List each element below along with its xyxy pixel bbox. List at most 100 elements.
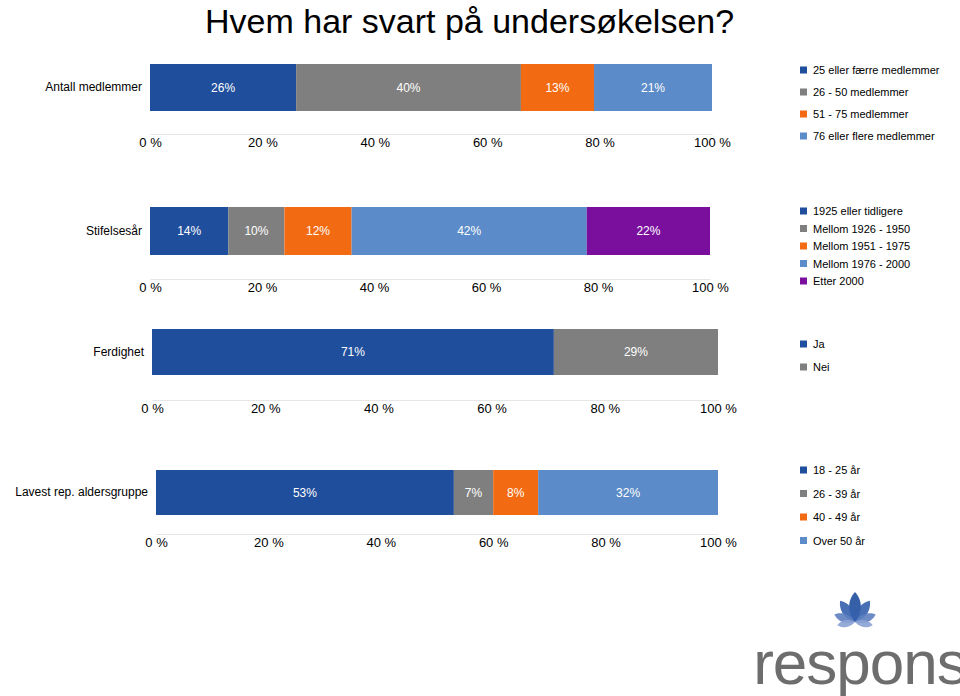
data-label: 21% — [641, 81, 665, 95]
legend-swatch — [800, 111, 807, 118]
x-axis: 0 %20 %40 %60 %80 %100 % — [145, 534, 737, 550]
tick: 100 % — [692, 279, 729, 295]
tick: 20 % — [248, 134, 278, 150]
tick: 0 % — [139, 279, 162, 295]
tick: Antall medlemmer — [45, 80, 144, 94]
tick: Stifelsesår — [86, 224, 144, 238]
tick: 80 % — [591, 534, 621, 550]
x-axis: 0 %20 %40 %60 %80 %100 % — [141, 400, 737, 416]
legend-label: 40 - 49 år — [813, 511, 860, 523]
legend-swatch — [800, 341, 807, 348]
tick: 20 % — [248, 279, 278, 295]
x-axis: 0 % 20 % 40 % 60 % 80 % 100 % — [139, 134, 731, 150]
tick-label: 100 % — [692, 280, 729, 295]
legend-swatch — [800, 467, 807, 474]
x-axis: 0 % 20 % 40 % 60 % 80 % 100 % — [139, 279, 729, 295]
category-label: Antall medlemmer — [45, 80, 142, 94]
category-label: Ferdighet — [93, 345, 144, 359]
data-label: 10% — [244, 224, 268, 238]
legend-swatch — [800, 133, 807, 140]
tick-label: 40 % — [360, 135, 390, 150]
chart-root: Hvem har svart på undersøkelsen?0 %20 %4… — [0, 0, 960, 696]
data-label: 12% — [306, 224, 330, 238]
data-label: 14% — [177, 224, 201, 238]
chart: 0 %20 %40 %60 %80 %100 %Lavest rep. alde… — [15, 464, 865, 550]
axis-line — [157, 534, 719, 535]
legend: JaNei — [800, 338, 830, 373]
tick: 100 % — [694, 134, 731, 150]
tick-label: 20 % — [251, 401, 281, 416]
data-label: 42% — [457, 224, 481, 238]
chart: 0 %20 %40 %60 %80 %100 %Ferdighet71%29%J… — [93, 329, 829, 416]
logo: respons — [753, 592, 960, 696]
tick: 0 % — [145, 534, 168, 550]
tick: 80 % — [590, 400, 620, 416]
tick: 20 % — [254, 534, 284, 550]
legend-swatch — [800, 490, 807, 497]
legend: 1925 eller tidligere Mellom 1926 - 1950 Me… — [800, 205, 910, 287]
y-axis: Lavest rep. aldersgruppe — [15, 471, 150, 516]
tick-label: 60 % — [473, 135, 503, 150]
tick-label: 80 % — [585, 135, 615, 150]
data-label: 13% — [545, 81, 569, 95]
legend-label: Etter 2000 — [813, 275, 864, 287]
legend-label: Over 50 år — [813, 535, 865, 547]
data-label: 26% — [211, 81, 235, 95]
axis-line — [144, 208, 145, 256]
data-labels: 14%10%12%42%22% — [177, 224, 661, 238]
legend: 25 eller færre medlemmer26 - 50 medlemme… — [800, 64, 940, 142]
axis-line — [150, 471, 151, 516]
bar-segment — [150, 64, 296, 111]
tick-label: 0 % — [139, 280, 162, 295]
legend-swatch — [800, 260, 807, 267]
tick-label: 0 % — [145, 535, 168, 550]
legend-label: 1925 eller tidligere — [813, 205, 903, 217]
tick-label: 20 % — [248, 135, 278, 150]
tick-label: 100 % — [700, 401, 737, 416]
category-label: Lavest rep. aldersgruppe — [15, 485, 148, 499]
y-axis: Antall medlemmer — [45, 65, 144, 112]
tick: 60 % — [472, 279, 502, 295]
bar-segment — [521, 64, 594, 111]
bars — [150, 207, 710, 255]
legend-label: 18 - 25 år — [813, 464, 860, 476]
tick-label: 80 % — [591, 535, 621, 550]
legend-label: 26 - 39 år — [813, 488, 860, 500]
bar-segment — [228, 207, 284, 255]
data-label: 29% — [624, 345, 648, 359]
tick-label: 20 % — [254, 535, 284, 550]
tick: 100 % — [700, 400, 737, 416]
bar-segment — [152, 329, 554, 375]
bars — [156, 470, 718, 515]
category-label: Stifelsesår — [86, 224, 142, 238]
bar-segment — [554, 329, 718, 375]
bar-segment — [493, 470, 538, 515]
tick-label: 80 % — [584, 280, 614, 295]
y-axis: Stifelsesår — [86, 208, 145, 256]
legend-label: 51 - 75 medlemmer — [813, 108, 909, 120]
tick: 40 % — [360, 279, 390, 295]
tick: Lavest rep. aldersgruppe — [15, 485, 150, 499]
legend-swatch — [800, 243, 807, 250]
tick-label: 0 % — [139, 135, 162, 150]
tick: Ferdighet — [93, 345, 146, 359]
tick: 60 % — [479, 534, 509, 550]
logo-text: respons — [753, 628, 960, 696]
legend-swatch — [800, 514, 807, 521]
data-label: 40% — [397, 81, 421, 95]
tick: 0 % — [141, 400, 164, 416]
tick-label: 60 % — [479, 535, 509, 550]
legend-swatch — [800, 225, 807, 232]
tick: 0 % — [139, 134, 162, 150]
tick-label: 100 % — [700, 535, 737, 550]
data-labels: 71%29% — [341, 345, 648, 359]
legend-label: Mellom 1926 - 1950 — [813, 223, 910, 235]
tick-label: 60 % — [477, 401, 507, 416]
legend-swatch — [800, 364, 807, 371]
data-labels: 26% 40% 13% 21% — [211, 81, 665, 95]
legend: 18 - 25 år 26 - 39 år 40 - 49 år Over 50 år — [800, 464, 865, 547]
tick-label: 0 % — [141, 401, 164, 416]
legend-label: Mellom 1976 - 2000 — [813, 258, 910, 270]
legend-label: 25 eller færre medlemmer — [813, 64, 940, 76]
bar-segment — [352, 207, 587, 255]
